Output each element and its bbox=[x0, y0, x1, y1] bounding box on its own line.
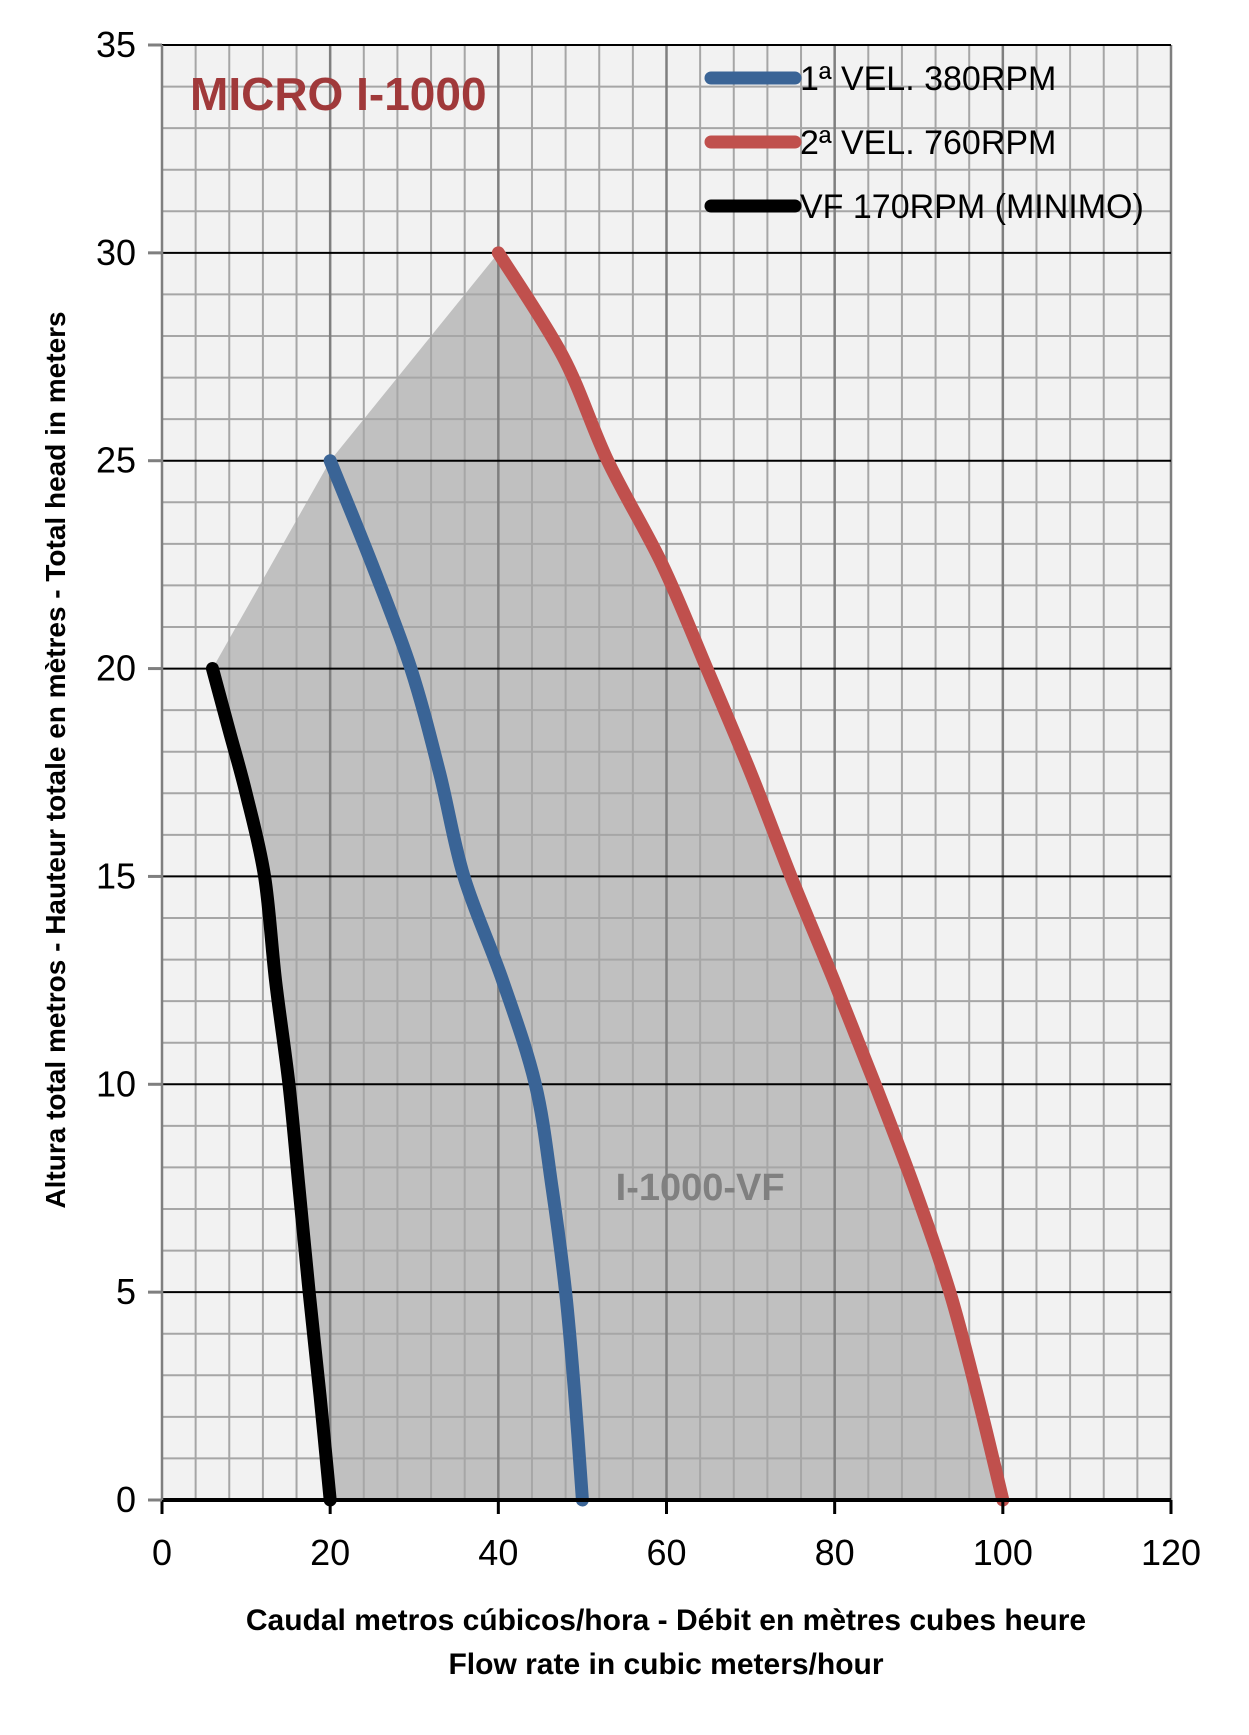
curve-vf-minimum bbox=[205, 662, 337, 1507]
curve-1st-speed bbox=[323, 454, 589, 1507]
x-tick-label: 120 bbox=[1141, 1532, 1201, 1573]
axes: 0 20 40 60 80 100 120 0 5 10 15 20 25 30 35 bbox=[96, 24, 1201, 1573]
curve-2nd-speed bbox=[491, 246, 1010, 1507]
y-axis-title: Altura total metros - Hauteur totale en … bbox=[40, 311, 71, 1208]
legend-label: VF 170RPM (MINIMO) bbox=[800, 188, 1144, 226]
grid bbox=[162, 44, 1173, 1500]
curves bbox=[205, 246, 1010, 1507]
region-label: I-1000-VF bbox=[616, 1167, 785, 1209]
x-tick-label: 80 bbox=[815, 1532, 855, 1573]
chart-title: MICRO I-1000 bbox=[190, 68, 487, 120]
y-tick-label: 30 bbox=[96, 232, 136, 273]
x-tick-label: 20 bbox=[310, 1532, 350, 1573]
x-axis-title-line2: Flow rate in cubic meters/hour bbox=[448, 1648, 883, 1681]
y-tick-label: 15 bbox=[96, 855, 136, 896]
legend: 1ª VEL. 380RPM 2ª VEL. 760RPM VF 170RPM (M… bbox=[704, 60, 1144, 226]
y-tick-label: 25 bbox=[96, 440, 136, 481]
x-tick-label: 100 bbox=[973, 1532, 1033, 1573]
x-tick-label: 60 bbox=[646, 1532, 686, 1573]
x-axis-title-line1: Caudal metros cúbicos/hora - Débit en mè… bbox=[246, 1604, 1086, 1637]
y-tick-label: 10 bbox=[96, 1063, 136, 1104]
legend-label: 1ª VEL. 380RPM bbox=[800, 60, 1056, 98]
y-tick-label: 0 bbox=[116, 1479, 136, 1520]
x-tick-label: 40 bbox=[478, 1532, 518, 1573]
y-tick-label: 35 bbox=[96, 24, 136, 65]
legend-label: 2ª VEL. 760RPM bbox=[800, 124, 1056, 162]
y-tick-label: 20 bbox=[96, 648, 136, 689]
y-tick-label: 5 bbox=[116, 1271, 136, 1312]
x-tick-label: 0 bbox=[152, 1532, 172, 1573]
